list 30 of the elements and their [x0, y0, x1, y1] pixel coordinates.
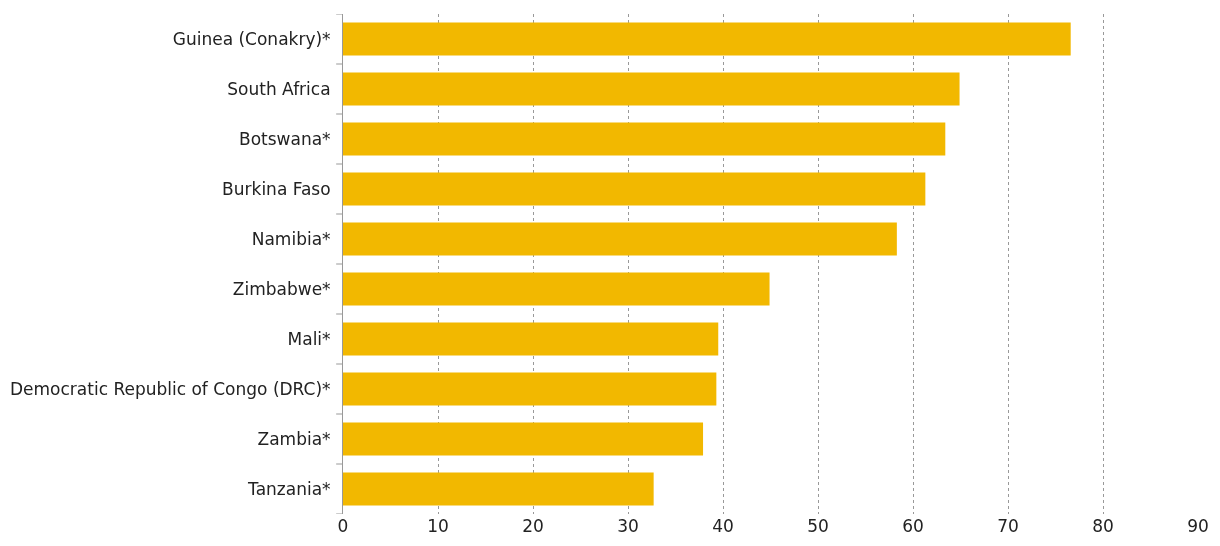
bar	[343, 122, 946, 156]
y-tick-label: Democratic Republic of Congo (DRC)*	[10, 378, 331, 399]
x-tick-label: 80	[1092, 516, 1114, 536]
bar	[343, 172, 926, 206]
x-tick-label: 20	[522, 516, 544, 536]
x-tick-label: 60	[902, 516, 924, 536]
x-tick-label: 30	[617, 516, 639, 536]
x-tick-label: 0	[337, 516, 349, 536]
bar	[343, 222, 897, 256]
bar	[343, 322, 719, 356]
x-tick-label: 90	[1187, 516, 1209, 536]
x-tick-label: 70	[997, 516, 1019, 536]
y-tick-label: South Africa	[227, 78, 331, 99]
y-tick-label: Zimbabwe*	[232, 278, 331, 299]
x-tick-label: 40	[712, 516, 734, 536]
y-tick-label: Mali*	[287, 328, 331, 349]
bar	[343, 272, 770, 306]
y-tick-label: Tanzania*	[247, 478, 331, 499]
y-tick-label: Burkina Faso	[222, 178, 331, 199]
bar	[343, 472, 654, 506]
bar	[343, 422, 704, 456]
y-tick-label: Namibia*	[251, 228, 331, 249]
bar	[343, 22, 1071, 56]
y-tick-label: Guinea (Conakry)*	[172, 28, 331, 49]
x-tick-label: 50	[807, 516, 829, 536]
y-tick-label: Zambia*	[257, 428, 331, 449]
y-tick-label: Botswana*	[238, 128, 331, 149]
bar	[343, 72, 960, 106]
x-tick-label: 10	[427, 516, 449, 536]
bar	[343, 372, 717, 406]
